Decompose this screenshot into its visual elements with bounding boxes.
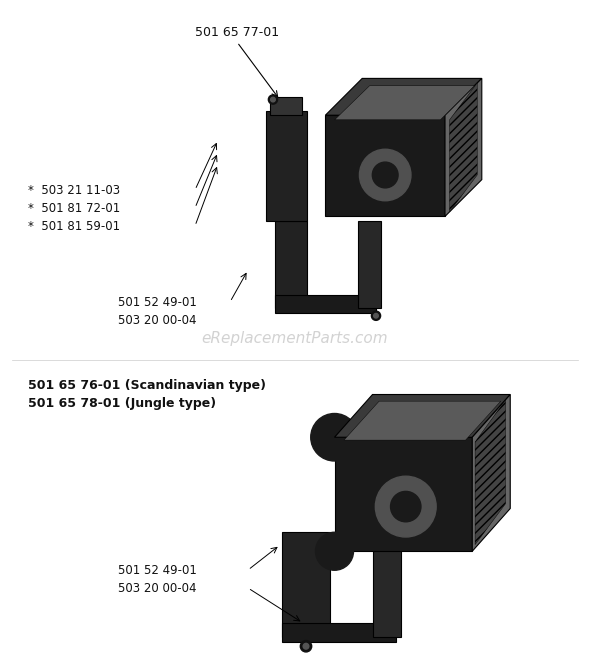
Text: 501 52 49-01: 501 52 49-01	[118, 564, 197, 577]
Polygon shape	[358, 221, 381, 308]
Circle shape	[375, 476, 436, 537]
Circle shape	[359, 150, 411, 201]
Circle shape	[373, 314, 378, 318]
Polygon shape	[450, 83, 477, 212]
Circle shape	[372, 162, 398, 188]
Text: *  501 81 72-01: * 501 81 72-01	[28, 201, 120, 215]
Polygon shape	[335, 438, 472, 551]
Polygon shape	[372, 532, 401, 637]
Polygon shape	[270, 97, 303, 115]
Polygon shape	[472, 394, 510, 551]
Circle shape	[391, 491, 421, 522]
Circle shape	[271, 97, 276, 102]
Text: 503 20 00-04: 503 20 00-04	[118, 581, 196, 594]
Text: 501 65 78-01 (Jungle type): 501 65 78-01 (Jungle type)	[28, 396, 216, 409]
Polygon shape	[326, 115, 445, 216]
Circle shape	[311, 413, 358, 461]
Circle shape	[303, 644, 309, 649]
Polygon shape	[266, 111, 307, 221]
Polygon shape	[445, 79, 482, 216]
Text: 501 65 77-01: 501 65 77-01	[195, 26, 279, 39]
Polygon shape	[275, 221, 307, 308]
Circle shape	[316, 532, 353, 570]
Circle shape	[300, 640, 312, 652]
Polygon shape	[344, 401, 501, 440]
Text: 501 52 49-01: 501 52 49-01	[118, 295, 197, 308]
Polygon shape	[335, 394, 510, 438]
Text: *  503 21 11-03: * 503 21 11-03	[28, 184, 120, 197]
Circle shape	[268, 95, 277, 104]
Polygon shape	[282, 532, 330, 637]
Polygon shape	[326, 79, 482, 115]
Circle shape	[371, 311, 381, 320]
Polygon shape	[275, 295, 376, 313]
Polygon shape	[475, 400, 506, 544]
Text: *  501 81 59-01: * 501 81 59-01	[28, 220, 120, 232]
Text: 503 20 00-04: 503 20 00-04	[118, 314, 196, 327]
Polygon shape	[282, 623, 396, 642]
Text: eReplacementParts.com: eReplacementParts.com	[202, 331, 388, 346]
Polygon shape	[335, 86, 474, 120]
Text: 501 65 76-01 (Scandinavian type): 501 65 76-01 (Scandinavian type)	[28, 379, 266, 392]
